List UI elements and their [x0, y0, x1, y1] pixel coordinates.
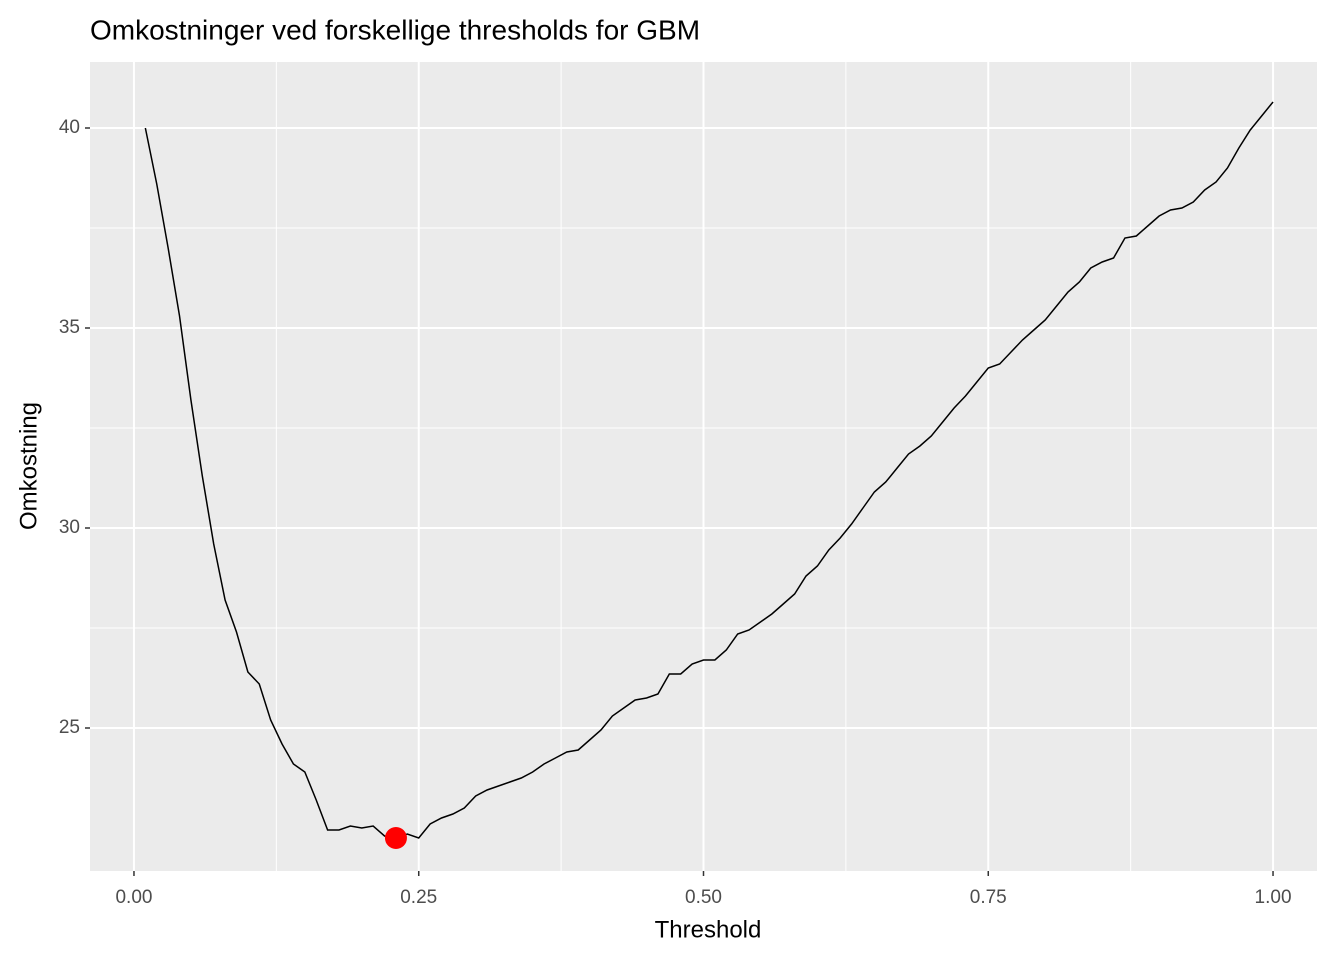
y-axis-label: Omkostning	[15, 402, 42, 530]
x-axis-label: Threshold	[655, 916, 762, 943]
chart-title: Omkostninger ved forskellige thresholds …	[90, 14, 700, 45]
x-tick-label: 1.00	[1255, 887, 1292, 908]
x-tick-label: 0.75	[970, 887, 1007, 908]
y-tick-label: 40	[59, 117, 80, 138]
highlight-point	[384, 827, 407, 849]
y-tick-label: 30	[59, 517, 80, 538]
x-tick-label: 0.25	[400, 887, 437, 908]
line	[144, 101, 1274, 839]
x-tick-label: 0.50	[685, 887, 722, 908]
y-tick-label: 25	[59, 717, 80, 738]
y-tick-label: 35	[59, 317, 80, 338]
x-tick-label: 0.00	[115, 887, 152, 908]
